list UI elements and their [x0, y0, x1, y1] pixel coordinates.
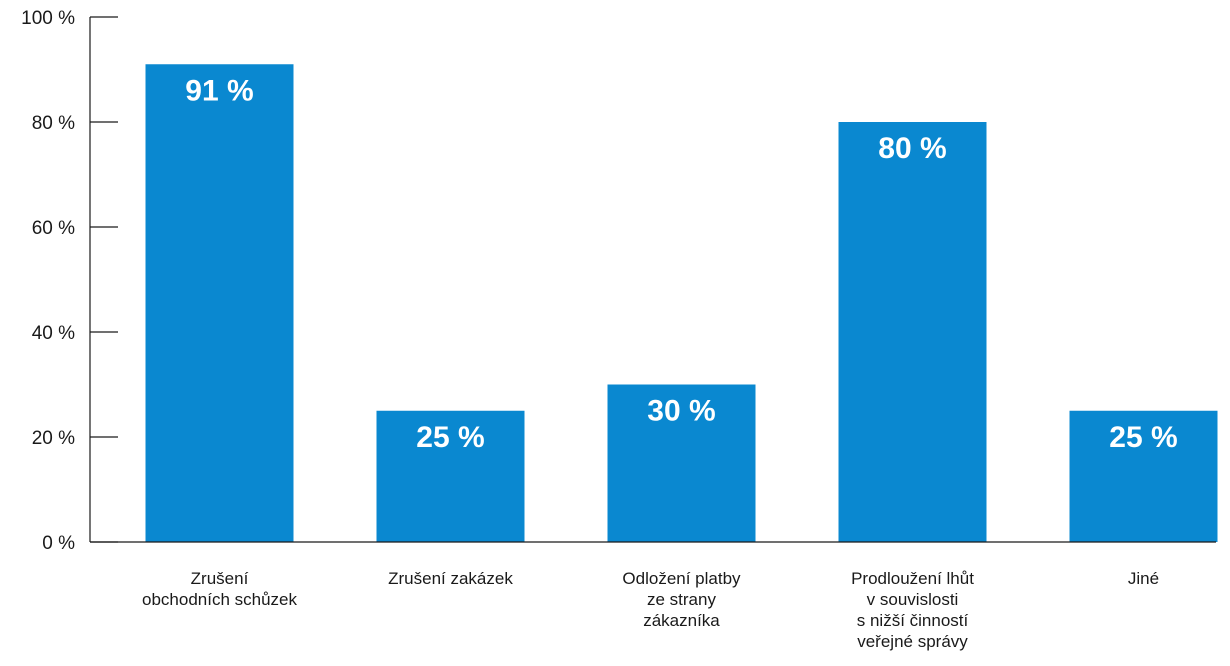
y-tick-label: 60 %: [32, 218, 75, 239]
x-category-label: Zrušení zakázek: [388, 569, 513, 588]
bar-value-label: 25 %: [416, 421, 484, 454]
bar-value-label: 25 %: [1109, 421, 1177, 454]
bar: [145, 64, 294, 542]
bar-value-label: 91 %: [185, 74, 253, 107]
x-category-label-line: Zrušení zakázek: [388, 569, 513, 588]
x-category-label: Prodloužení lhůt v souvislosti s nižší čin…: [851, 569, 974, 651]
y-tick-label: 80 %: [32, 113, 75, 134]
x-category-label-line: v souvislosti: [867, 590, 959, 609]
bar: [1069, 410, 1218, 542]
bar-value-label: 80 %: [878, 132, 946, 165]
y-tick-label: 100 %: [21, 8, 75, 29]
y-axis-ticks: 0 % 20 % 40 % 60 % 80 % 100 %: [21, 8, 118, 554]
bar: [376, 410, 525, 542]
x-category-label: Zrušení obchodních schůzek: [142, 569, 297, 609]
x-category-label-line: Prodloužení lhůt: [851, 569, 974, 588]
x-category-label-line: Zrušení: [191, 569, 249, 588]
bars: [145, 64, 1218, 542]
x-category-label: Odložení platby ze strany zákazníka: [622, 569, 741, 630]
x-category-label-line: obchodních schůzek: [142, 590, 297, 609]
data-labels: 91 % 25 % 30 % 80 % 25 %: [185, 74, 1177, 454]
y-tick-label: 40 %: [32, 323, 75, 344]
y-tick-label: 0 %: [42, 533, 75, 554]
bar-value-label: 30 %: [647, 395, 715, 428]
x-category-label-line: Jiné: [1128, 569, 1159, 588]
x-category-label-line: ze strany: [647, 590, 716, 609]
bar: [838, 122, 987, 542]
bar: [607, 384, 756, 542]
x-axis-category-labels: Zrušení obchodních schůzek Zrušení zakázek…: [142, 569, 1159, 651]
x-category-label-line: Odložení platby: [622, 569, 741, 588]
x-category-label: Jiné: [1128, 569, 1159, 588]
x-category-label-line: zákazníka: [643, 611, 720, 630]
x-category-label-line: s nižší činností: [857, 611, 969, 630]
y-tick-label: 20 %: [32, 428, 75, 449]
x-category-label-line: veřejné správy: [857, 632, 968, 651]
